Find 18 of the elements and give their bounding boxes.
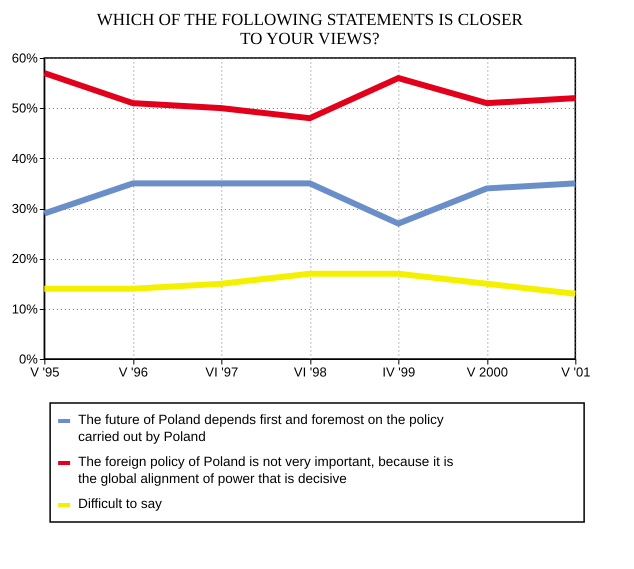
x-tick-label: VI '98 <box>294 364 327 380</box>
chart-title: WHICH OF THE FOLLOWING STATEMENTS IS CLOSER TO YOUR VIEWS? <box>96 10 524 48</box>
y-tick-label: 10% <box>12 301 38 316</box>
x-tick-label: V '95 <box>30 364 60 380</box>
x-tick-label: V '96 <box>118 364 148 380</box>
x-tick-label: V '01 <box>561 364 590 380</box>
y-tick-label: 60% <box>12 50 38 66</box>
y-tick-label: 30% <box>12 201 38 216</box>
legend-label: Difficult to say <box>78 496 162 511</box>
legend-label: The future of Poland depends first and foremost on the policy carried out by Poland <box>78 412 444 444</box>
y-tick-label: 20% <box>12 251 38 266</box>
x-tick-label: IV '99 <box>382 364 416 380</box>
y-tick-label: 40% <box>12 150 38 166</box>
x-tick-label: VI '97 <box>205 364 238 380</box>
y-tick-label: 50% <box>12 100 38 116</box>
y-tick-label: 0% <box>19 352 38 366</box>
x-tick-label: V 2000 <box>466 364 508 380</box>
legend-label: The foreign policy of Poland is not very important, because it is the global alignment of power that is decisive <box>78 454 454 486</box>
